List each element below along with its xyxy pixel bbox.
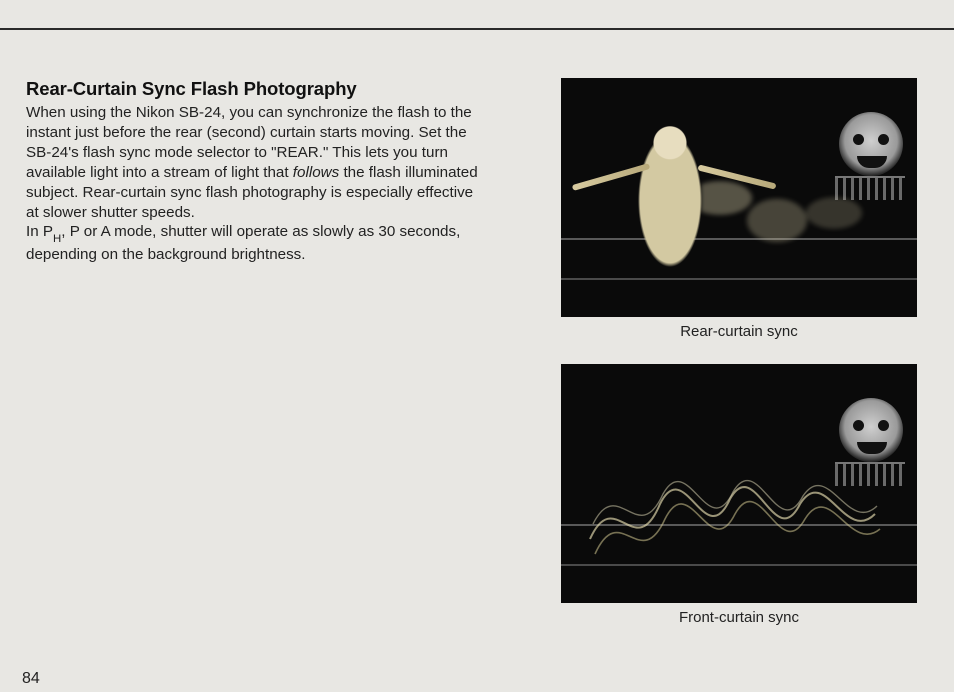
text-column: Rear-Curtain Sync Flash Photography When… — [26, 78, 518, 692]
caption-rear-curtain: Rear-curtain sync — [561, 323, 917, 340]
para2-b: , P or A mode, shutter will operate as s… — [26, 223, 460, 263]
photo-front-curtain — [561, 364, 917, 603]
light-trail-svg — [585, 444, 885, 584]
figure-front-curtain: Front-curtain sync — [561, 364, 917, 644]
figure-rear-curtain: Rear-curtain sync — [561, 78, 917, 358]
para2-a: In P — [26, 223, 53, 240]
page-number: 84 — [22, 670, 40, 688]
page-content: Rear-Curtain Sync Flash Photography When… — [26, 78, 930, 692]
section-heading: Rear-Curtain Sync Flash Photography — [26, 78, 488, 100]
para2-sub: H — [53, 233, 61, 245]
para1-italic: follows — [293, 164, 339, 181]
photo-rear-curtain — [561, 78, 917, 317]
light-trail-leading — [585, 444, 885, 584]
light-trail-following — [701, 138, 891, 288]
body-paragraphs: When using the Nikon SB-24, you can sync… — [26, 103, 488, 265]
subject-dancer — [625, 114, 715, 294]
caption-front-curtain: Front-curtain sync — [561, 609, 917, 626]
figure-column: Rear-curtain sync Front-curtain sync — [518, 78, 930, 692]
top-rule — [0, 28, 954, 30]
